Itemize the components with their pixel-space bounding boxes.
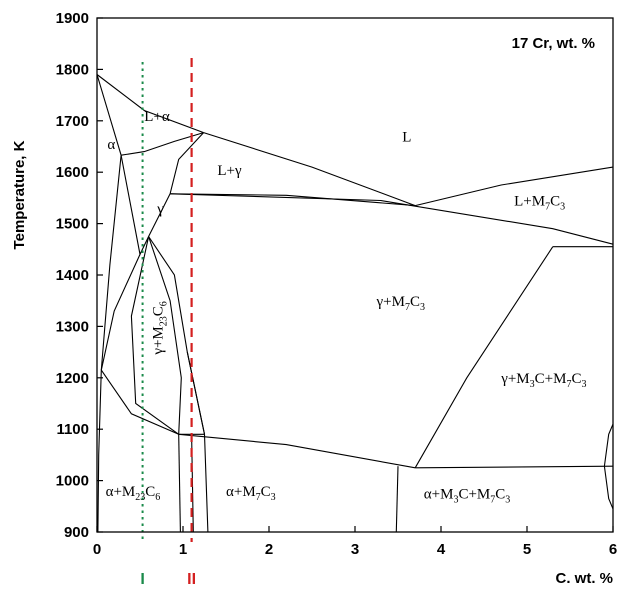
phase-boundary-line — [415, 166, 614, 207]
y-tick-label: 1500 — [56, 216, 89, 233]
x-tick-label: 0 — [93, 541, 101, 558]
region-label-L+M7C3: L+M7C3 — [514, 194, 565, 213]
phase-boundary-line — [100, 254, 141, 371]
y-tick-label: 1300 — [56, 318, 89, 335]
y-tick-label: 1800 — [56, 61, 89, 78]
phase-boundary-line — [100, 369, 179, 435]
chart-title: 17 Cr, wt. % — [512, 35, 595, 52]
x-axis-title: C. wt. % — [555, 570, 613, 587]
phase-boundaries — [96, 74, 614, 533]
region-label-L+a: L+α — [144, 109, 170, 125]
x-tick-label: 4 — [437, 541, 446, 558]
phase-boundary-line — [395, 466, 399, 533]
y-tick-label: 1000 — [56, 473, 89, 490]
y-tick-label: 900 — [64, 524, 89, 541]
y-tick-label: 1600 — [56, 164, 89, 181]
region-label-L+g: L+γ — [217, 163, 242, 179]
phase-boundary-line — [170, 193, 614, 245]
y-axis-title: Temperature, K — [11, 140, 28, 249]
y-tick-label: 1900 — [56, 10, 89, 27]
phase-boundary-line — [415, 465, 614, 469]
region-label-a+M3C+M7C3: α+M3C+M7C3 — [424, 487, 510, 506]
x-tick-label: 1 — [179, 541, 187, 558]
phase-boundary-line — [186, 351, 209, 533]
region-label-a+M23C6: α+M23C6 — [106, 484, 161, 503]
phase-boundary-line — [130, 236, 180, 435]
phase-boundary-line — [178, 433, 416, 469]
x-tick-label: 2 — [265, 541, 273, 558]
y-tick-label: 1400 — [56, 267, 89, 284]
region-label-a+M7C3: α+M7C3 — [226, 484, 276, 503]
region-label-g+M7C3: γ+M7C3 — [376, 294, 425, 313]
phase-boundary-line — [178, 434, 181, 533]
phase-boundary-line — [603, 466, 614, 510]
phase-boundary-line — [96, 74, 204, 134]
phase-boundary-line — [121, 132, 204, 156]
y-tick-label: 1100 — [56, 421, 89, 438]
phase-boundary-line — [603, 423, 614, 467]
phase-boundary-line — [169, 132, 205, 194]
phase-boundary-line — [148, 236, 182, 435]
phase-boundary-line — [414, 246, 554, 469]
phase-boundary-line — [120, 155, 171, 257]
x-tick-label: 6 — [609, 541, 617, 558]
x-axis-ticks: 0 1 2 3 4 5 6 — [93, 526, 617, 558]
composition-markers: I II — [140, 58, 196, 588]
composition-marker-label: I — [140, 571, 144, 588]
phase-boundary-line — [96, 74, 122, 156]
y-tick-label: 1700 — [56, 113, 89, 130]
y-axis-ticks: 900 1000 1100 1200 1300 1400 1500 1600 1700 1800 1… — [56, 10, 103, 541]
region-label-L: L — [402, 129, 411, 145]
phase-region-labels: L L+α α L+γ γ L+M7C3 γ+M7C3 γ+M23C6 γ+M3C+M7C3 α+… — [106, 109, 587, 506]
x-tick-label: 3 — [351, 541, 359, 558]
region-label-a-top: α — [107, 137, 115, 153]
composition-marker-label: II — [187, 571, 196, 588]
x-tick-label: 5 — [523, 541, 531, 558]
phase-boundary-line — [203, 132, 416, 207]
phase-boundary-line — [170, 193, 416, 207]
region-label-g: γ — [156, 201, 164, 217]
region-label-g+M23C6: γ+M23C6 — [150, 301, 169, 355]
phase-boundary-line — [97, 155, 122, 533]
y-tick-label: 1200 — [56, 370, 89, 387]
region-label-g+M3C+M7C3: γ+M3C+M7C3 — [500, 371, 586, 390]
